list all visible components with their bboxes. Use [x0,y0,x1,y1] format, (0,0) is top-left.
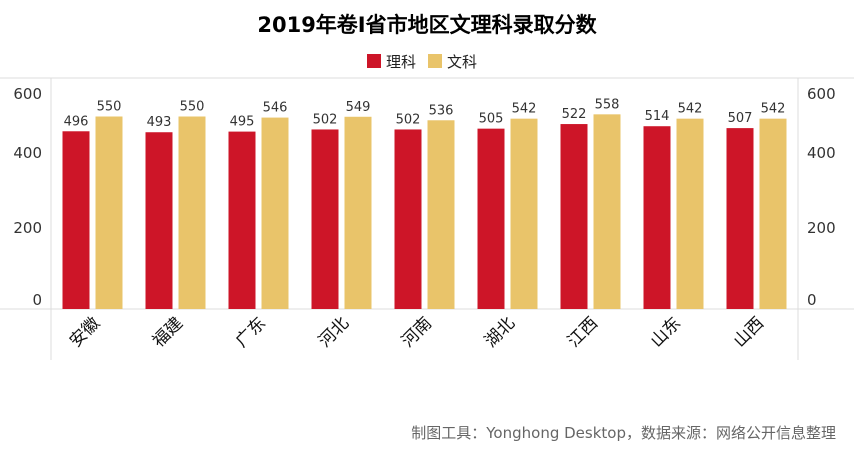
chart-title: 2019年卷I省市地区文理科录取分数 [257,13,597,37]
legend-swatch-like [367,54,381,68]
bar-wenke [95,116,123,309]
category-labels: 安徽 福建 广东 河北 河南 湖北 江西 山东 山西 [66,313,768,351]
bar-wenke [427,120,455,309]
y-axis-left: 0 200 400 600 [13,85,42,309]
legend-label-like: 理科 [386,53,416,71]
bar-wenke [593,114,621,309]
y-tick-label-left: 400 [13,144,42,162]
data-label-like: 522 [562,107,587,122]
bar-like [228,131,256,309]
data-label-like: 495 [230,115,255,130]
bar-wenke [676,118,704,309]
x-tick-label: 福建 [149,313,187,351]
data-label-like: 514 [645,109,670,124]
data-label-wenke: 542 [761,102,786,117]
legend-label-wenke: 文科 [447,53,477,71]
x-tick-label: 广东 [232,313,270,351]
data-label-wenke: 536 [429,103,454,118]
data-label-wenke: 542 [678,102,703,117]
x-tick-label: 山西 [730,313,768,351]
bar-like [477,128,505,309]
y-tick-label-right: 400 [807,144,836,162]
x-tick-label: 河北 [315,313,353,351]
footer-note: 制图工具：Yonghong Desktop，数据来源：网络公开信息整理 [411,424,836,442]
bar-wenke [261,117,289,309]
data-label-like: 493 [147,115,172,130]
data-label-wenke: 546 [263,101,288,116]
y-tick-label-right: 200 [807,219,836,237]
data-label-like: 507 [728,111,753,126]
x-tick-label: 河南 [398,313,436,351]
bar-like [560,124,588,309]
y-tick-label-right: 0 [807,291,817,309]
bar-like [145,132,173,309]
bar-wenke [344,116,372,310]
data-label-like: 502 [396,112,421,127]
data-label-wenke: 549 [346,100,371,115]
legend: 理科 文科 [367,53,477,71]
x-tick-label: 安徽 [66,313,104,351]
x-tick-label: 湖北 [481,313,519,351]
data-label-wenke: 550 [180,100,205,115]
data-label-like: 502 [313,112,338,127]
y-tick-label-right: 600 [807,85,836,103]
bar-like [394,129,422,309]
data-label-wenke: 542 [512,102,537,117]
y-tick-label-left: 200 [13,219,42,237]
y-tick-label-left: 600 [13,85,42,103]
data-label-wenke: 558 [595,97,620,112]
y-axis-right: 0 200 400 600 [807,85,836,309]
legend-swatch-wenke [428,54,442,68]
data-label-wenke: 550 [97,100,122,115]
bar-like [643,126,671,309]
bar-like [726,128,754,309]
bars [62,114,787,310]
bar-wenke [759,118,787,309]
data-label-like: 496 [64,114,89,129]
x-tick-label: 山东 [647,313,685,351]
bar-like [311,129,339,309]
data-labels: 496 550 493 550 495 546 502 549 502 536 505 542 522 5… [64,97,786,130]
bar-wenke [510,118,538,309]
bar-wenke [178,116,206,309]
bar-like [62,131,90,309]
x-tick-label: 江西 [564,313,602,351]
data-label-like: 505 [479,112,504,127]
y-tick-label-left: 0 [32,291,42,309]
